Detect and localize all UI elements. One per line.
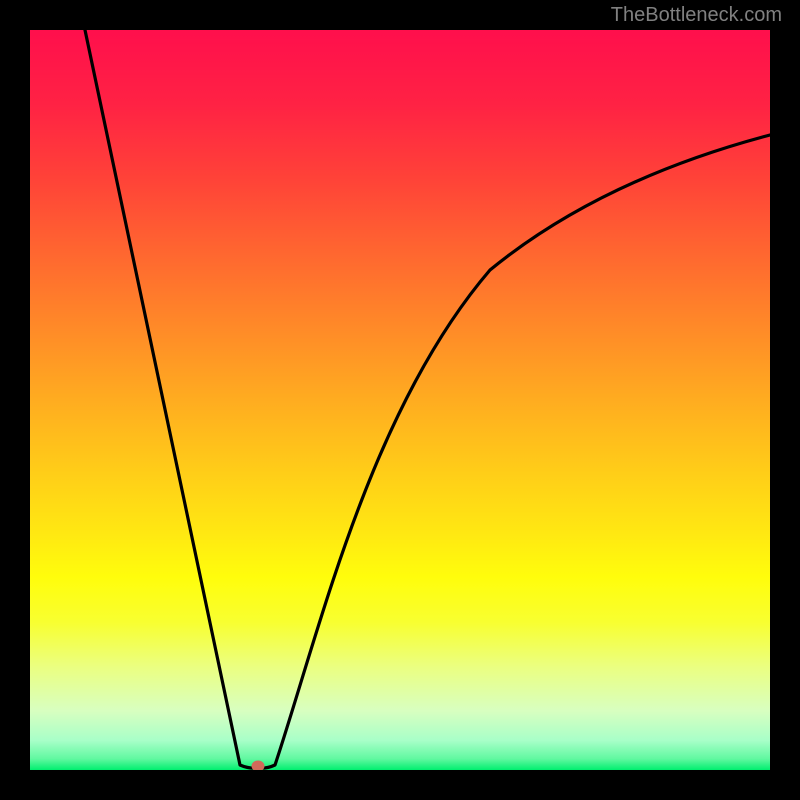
watermark-text: TheBottleneck.com — [611, 4, 782, 27]
chart-svg — [30, 30, 770, 770]
chart-background — [30, 30, 770, 770]
min-marker — [252, 761, 264, 770]
chart-area — [30, 30, 770, 770]
